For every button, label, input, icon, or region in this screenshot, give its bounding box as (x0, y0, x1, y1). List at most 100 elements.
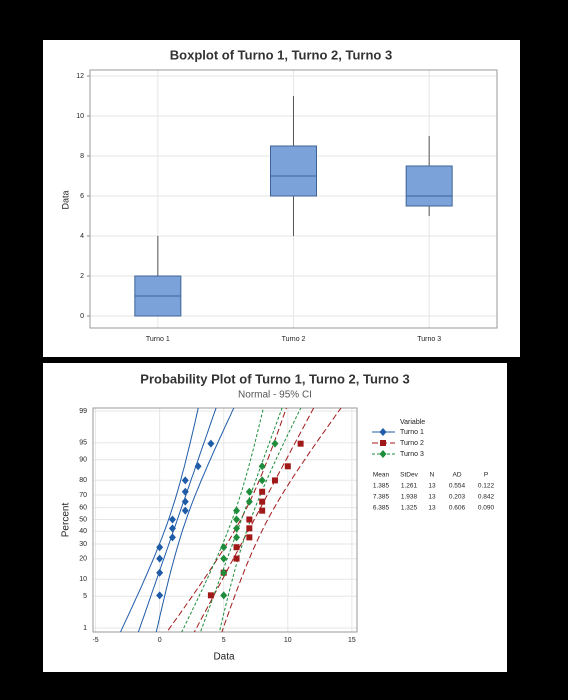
y-tick-label: 30 (79, 541, 87, 548)
data-point (233, 555, 240, 562)
y-tick-label: 6 (80, 193, 84, 200)
probability-chart: Probability Plot of Turno 1, Turno 2, Tu… (61, 371, 495, 662)
data-point (181, 506, 189, 515)
y-tick-label: 2 (80, 273, 84, 280)
y-tick-label: 4 (80, 233, 84, 240)
stats-cell: 1.385 (373, 483, 390, 490)
legend-label: Turno 2 (400, 440, 424, 447)
y-tick-label: 60 (79, 505, 87, 512)
box (405, 165, 453, 207)
x-tick-label: 15 (348, 637, 356, 644)
plot-lines (119, 408, 342, 632)
data-point (168, 524, 176, 533)
data-point (233, 506, 241, 515)
data-point (245, 497, 253, 506)
y-tick-label: 99 (79, 408, 87, 415)
stats-cell: 0.554 (449, 483, 466, 490)
stats-header: StDev (400, 472, 418, 479)
y-tick-label: 50 (79, 516, 87, 523)
stats-cell: 1.261 (401, 483, 418, 490)
data-point (233, 524, 241, 533)
data-point (156, 591, 164, 600)
data-point (246, 534, 253, 541)
data-point (245, 487, 253, 496)
panel (43, 363, 507, 672)
x-tick-label: Turno 2 (282, 336, 306, 343)
y-tick-label: 8 (80, 153, 84, 160)
y-tick-label: 80 (79, 477, 87, 484)
stats-header: P (484, 472, 488, 479)
chart-title: Probability Plot of Turno 1, Turno 2, Tu… (140, 371, 409, 386)
stats-cell: 0.842 (478, 494, 495, 501)
data-point (258, 476, 266, 485)
stats-header: Mean (373, 472, 390, 479)
stats-cell: 0.122 (478, 483, 495, 490)
stats-cell: 13 (428, 505, 436, 512)
data-point (220, 554, 228, 563)
stats-cell: 6.385 (373, 505, 390, 512)
data-point (258, 462, 266, 471)
data-point (168, 533, 176, 542)
y-tick-label: 95 (79, 440, 87, 447)
x-tick-label: 10 (284, 637, 292, 644)
y-tick-label: 10 (79, 576, 87, 583)
data-point (181, 487, 189, 496)
legend-marker (379, 450, 387, 458)
stats-cell: 7.385 (373, 494, 390, 501)
x-tick-label: -5 (92, 637, 98, 644)
ci-line (166, 408, 287, 632)
chart-title: Boxplot of Turno 1, Turno 2, Turno 3 (170, 47, 392, 62)
data-point (220, 543, 228, 552)
data-point (233, 544, 240, 551)
plot-frame (89, 69, 498, 329)
data-point (220, 591, 228, 600)
legend-label: Turno 3 (400, 451, 424, 458)
data-point (271, 439, 279, 448)
y-tick-label: 90 (79, 457, 87, 464)
data-point (220, 568, 228, 577)
data-point (259, 498, 266, 505)
data-point (284, 463, 291, 470)
stats-cell: 13 (428, 483, 436, 490)
data-point (271, 477, 278, 484)
stats-cell: 0.606 (449, 505, 466, 512)
legend-title: Variable (400, 419, 425, 426)
x-tick-label: Turno 1 (146, 336, 170, 343)
y-tick-label: 0 (80, 313, 84, 320)
ci-line (181, 408, 264, 632)
box (270, 145, 317, 197)
legend-marker (379, 428, 387, 436)
stats-cell: 0.203 (449, 494, 466, 501)
data-point (181, 476, 189, 485)
stats-cell: 1.938 (401, 494, 418, 501)
data-point (233, 515, 241, 524)
y-tick-label: 1 (83, 625, 87, 632)
data-point (297, 440, 304, 447)
y-tick-label: 70 (79, 492, 87, 499)
fit-line (137, 408, 217, 632)
y-axis-label: Data (60, 190, 70, 209)
stats-header: N (430, 472, 435, 479)
y-tick-label: 5 (83, 593, 87, 600)
data-point (233, 533, 241, 542)
data-point (259, 488, 266, 495)
plot-frame (92, 407, 358, 633)
data-point (156, 568, 164, 577)
data-point (156, 543, 164, 552)
y-tick-label: 12 (76, 73, 84, 80)
x-tick-label: 0 (158, 637, 162, 644)
data-point (194, 462, 202, 471)
fit-line (193, 408, 315, 632)
stats-cell: 1.325 (401, 505, 418, 512)
ci-line (155, 408, 235, 632)
data-point (246, 525, 253, 532)
y-tick-label: 20 (79, 556, 87, 563)
x-tick-label: Turno 3 (417, 336, 441, 343)
y-tick-label: 40 (79, 528, 87, 535)
chart-subtitle: Normal - 95% CI (238, 390, 312, 401)
stats-cell: 13 (428, 494, 436, 501)
data-point (207, 439, 215, 448)
boxplot-chart: Boxplot of Turno 1, Turno 2, Turno 3 Dat… (60, 47, 498, 343)
